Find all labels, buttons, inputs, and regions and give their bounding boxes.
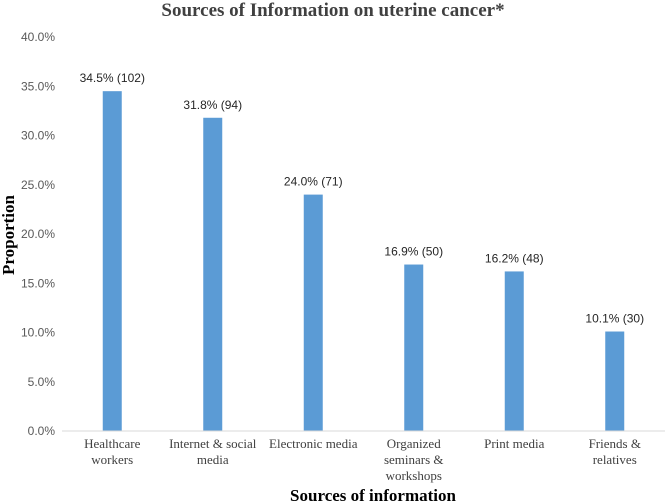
x-axis: Healthcare workers Internet & social media E… — [84, 436, 641, 483]
x-tick-label: Internet & social media — [169, 436, 257, 467]
data-label: 16.2% (48) — [485, 251, 544, 265]
y-tick-label: 40.0% — [21, 30, 55, 44]
x-tick-label: Friends & relatives — [589, 436, 641, 467]
bar — [203, 117, 223, 432]
y-tick-label: 15.0% — [21, 276, 55, 290]
chart-title: Sources of Information on uterine cancer… — [161, 0, 504, 21]
bar — [102, 91, 122, 432]
y-axis-title: Proportion — [0, 194, 18, 275]
y-tick-label: 35.0% — [21, 79, 55, 93]
bar — [504, 271, 524, 431]
bar — [404, 264, 424, 431]
y-tick-label: 10.0% — [21, 326, 55, 340]
x-tick-label: Healthcare workers — [84, 436, 141, 467]
data-label: 31.8% (94) — [183, 98, 242, 112]
x-tick-label: Print media — [484, 436, 545, 451]
bar — [303, 194, 323, 431]
data-label: 24.0% (71) — [284, 175, 343, 189]
y-tick-label: 25.0% — [21, 178, 55, 192]
y-tick-label: 20.0% — [21, 227, 55, 241]
data-label: 34.5% (102) — [80, 71, 145, 85]
bars — [102, 91, 625, 432]
data-label: 16.9% (50) — [384, 245, 443, 259]
y-tick-label: 0.0% — [28, 424, 56, 438]
y-axis: 0.0% 5.0% 10.0% 15.0% 20.0% 25.0% 30.0% 35.0% 40… — [21, 30, 55, 438]
bar — [605, 331, 625, 431]
data-label: 10.1% (30) — [585, 312, 644, 326]
data-labels: 34.5% (102) 31.8% (94) 24.0% (71) 16.9% (50… — [80, 71, 645, 325]
x-tick-label: Organized seminars & workshops — [384, 436, 444, 483]
y-tick-label: 30.0% — [21, 129, 55, 143]
x-tick-label: Electronic media — [269, 436, 358, 451]
y-tick-label: 5.0% — [28, 375, 56, 389]
x-axis-title: Sources of information — [290, 486, 456, 504]
